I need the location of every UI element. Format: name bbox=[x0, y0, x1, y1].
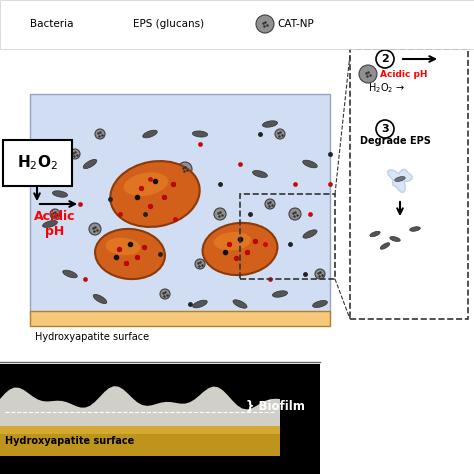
Circle shape bbox=[95, 129, 105, 139]
Circle shape bbox=[89, 223, 101, 235]
Polygon shape bbox=[388, 169, 412, 192]
Circle shape bbox=[376, 50, 394, 68]
Circle shape bbox=[289, 208, 301, 220]
Circle shape bbox=[265, 199, 275, 209]
Ellipse shape bbox=[110, 22, 120, 26]
Text: EPS (glucans): EPS (glucans) bbox=[155, 28, 226, 38]
FancyBboxPatch shape bbox=[30, 311, 330, 326]
Ellipse shape bbox=[233, 300, 247, 308]
Text: Degrade EPS: Degrade EPS bbox=[360, 136, 431, 146]
Text: } Biofilm: } Biofilm bbox=[246, 400, 305, 412]
Ellipse shape bbox=[263, 121, 278, 127]
Ellipse shape bbox=[370, 231, 380, 237]
Text: EPS (glucans): EPS (glucans) bbox=[133, 19, 204, 29]
FancyBboxPatch shape bbox=[350, 49, 468, 319]
FancyBboxPatch shape bbox=[3, 140, 72, 186]
Ellipse shape bbox=[124, 173, 168, 196]
FancyBboxPatch shape bbox=[0, 0, 474, 84]
Text: Acidic
pH: Acidic pH bbox=[34, 210, 76, 238]
Ellipse shape bbox=[63, 270, 77, 278]
Ellipse shape bbox=[106, 237, 140, 255]
Ellipse shape bbox=[83, 159, 97, 169]
Text: CAT-NP: CAT-NP bbox=[277, 19, 314, 29]
Ellipse shape bbox=[214, 232, 251, 250]
Ellipse shape bbox=[193, 300, 207, 308]
Text: Acidic pH: Acidic pH bbox=[380, 70, 428, 79]
Ellipse shape bbox=[53, 191, 68, 197]
Circle shape bbox=[359, 65, 377, 83]
Circle shape bbox=[315, 269, 325, 279]
Circle shape bbox=[275, 129, 285, 139]
Ellipse shape bbox=[143, 130, 157, 138]
Circle shape bbox=[50, 209, 60, 219]
Ellipse shape bbox=[380, 243, 390, 249]
Ellipse shape bbox=[303, 230, 317, 238]
Circle shape bbox=[195, 259, 205, 269]
Ellipse shape bbox=[312, 301, 328, 308]
Ellipse shape bbox=[2, 23, 14, 29]
Ellipse shape bbox=[95, 229, 165, 279]
Text: H$_2$O$_2$ →: H$_2$O$_2$ → bbox=[368, 81, 405, 95]
Polygon shape bbox=[102, 14, 128, 38]
Text: Bacteria: Bacteria bbox=[15, 34, 58, 44]
Text: Hydroxyapatite surface: Hydroxyapatite surface bbox=[35, 332, 149, 342]
Ellipse shape bbox=[395, 176, 405, 182]
Ellipse shape bbox=[253, 171, 267, 177]
Polygon shape bbox=[0, 386, 280, 434]
Text: Bacteria: Bacteria bbox=[30, 19, 73, 29]
Ellipse shape bbox=[303, 160, 317, 168]
Circle shape bbox=[160, 289, 170, 299]
Circle shape bbox=[277, 21, 293, 37]
Text: CAT-NP: CAT-NP bbox=[297, 28, 334, 38]
FancyBboxPatch shape bbox=[30, 94, 330, 314]
Circle shape bbox=[256, 15, 274, 33]
Ellipse shape bbox=[390, 237, 400, 241]
Ellipse shape bbox=[93, 294, 107, 304]
Ellipse shape bbox=[273, 291, 288, 297]
Ellipse shape bbox=[192, 131, 208, 137]
FancyBboxPatch shape bbox=[0, 426, 280, 456]
Ellipse shape bbox=[202, 223, 277, 275]
Ellipse shape bbox=[110, 161, 200, 227]
Ellipse shape bbox=[410, 227, 420, 231]
Circle shape bbox=[214, 208, 226, 220]
Text: Hydroxyapatite surface: Hydroxyapatite surface bbox=[5, 436, 134, 446]
Ellipse shape bbox=[43, 220, 57, 228]
Ellipse shape bbox=[11, 21, 25, 27]
Circle shape bbox=[376, 120, 394, 138]
FancyBboxPatch shape bbox=[0, 0, 474, 49]
Text: 2: 2 bbox=[381, 54, 389, 64]
Text: H$_2$O$_2$: H$_2$O$_2$ bbox=[17, 154, 57, 173]
Text: 3: 3 bbox=[381, 124, 389, 134]
Circle shape bbox=[178, 162, 192, 176]
Circle shape bbox=[70, 149, 80, 159]
Ellipse shape bbox=[130, 27, 139, 31]
Polygon shape bbox=[123, 19, 147, 42]
FancyBboxPatch shape bbox=[0, 364, 320, 474]
